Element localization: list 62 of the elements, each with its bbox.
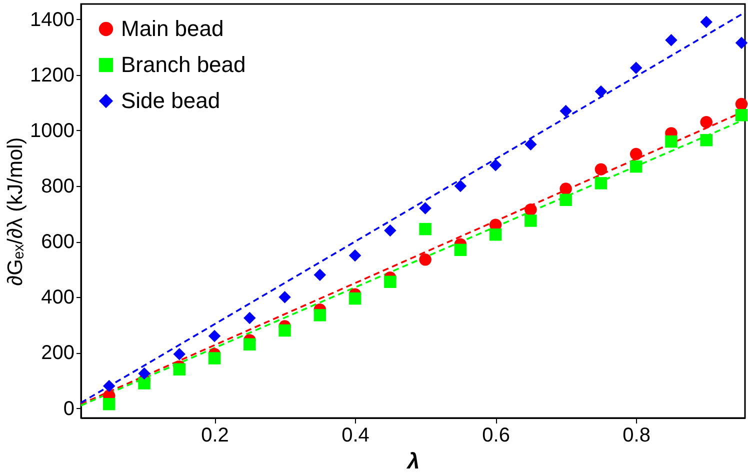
point [384, 224, 396, 237]
x-tick-label: 0.2 [201, 424, 229, 446]
point [454, 244, 467, 256]
y-tick-label: 200 [41, 342, 74, 364]
point [700, 16, 712, 28]
point [524, 214, 537, 227]
point [524, 138, 537, 150]
point [348, 249, 362, 262]
point [419, 222, 432, 236]
x-tick-label: 0.6 [482, 424, 510, 446]
legend-label: Branch bead [121, 52, 246, 77]
point [560, 194, 572, 206]
y-tick-label: 0 [63, 398, 74, 420]
point [348, 292, 362, 305]
point [419, 254, 432, 266]
y-tick-label: 600 [41, 231, 74, 254]
point [594, 163, 608, 176]
point [489, 159, 502, 172]
point [665, 34, 678, 46]
point [665, 135, 678, 148]
point [735, 109, 748, 122]
x-tick-label: 0.8 [622, 424, 650, 446]
y-axis-title: ∂Gₑₓ/∂λ (kJ/mol) [4, 137, 28, 286]
legend-label: Side bead [121, 88, 220, 113]
point [138, 377, 150, 390]
point [735, 36, 748, 50]
point [454, 180, 467, 192]
point [208, 352, 221, 364]
x-tick-label: 0.4 [342, 424, 370, 446]
point [208, 330, 221, 342]
point [735, 98, 748, 110]
point [630, 160, 642, 173]
point [594, 177, 608, 190]
point [278, 291, 291, 304]
point [102, 398, 116, 410]
y-tick-label: 1000 [30, 120, 74, 142]
point [524, 204, 537, 216]
point [630, 148, 642, 160]
point [700, 134, 712, 146]
point [560, 104, 572, 118]
legend-label: Main bead [121, 16, 224, 41]
point [700, 116, 712, 128]
point [314, 309, 326, 322]
point [419, 202, 432, 214]
y-tick-label: 800 [41, 175, 74, 198]
point [102, 380, 116, 392]
point [173, 363, 186, 376]
point [244, 312, 256, 324]
y-tick-label: 400 [41, 286, 74, 309]
y-tick-label: 1200 [30, 64, 74, 86]
y-tick-label: 1400 [30, 8, 74, 31]
point [138, 367, 150, 380]
point [594, 85, 608, 98]
point [384, 276, 396, 288]
point [244, 338, 256, 350]
point [173, 348, 186, 360]
x-axis-title: λ [406, 448, 420, 474]
point [278, 324, 291, 337]
point [630, 62, 642, 74]
point [489, 228, 502, 241]
point [314, 268, 326, 282]
point [560, 182, 572, 195]
